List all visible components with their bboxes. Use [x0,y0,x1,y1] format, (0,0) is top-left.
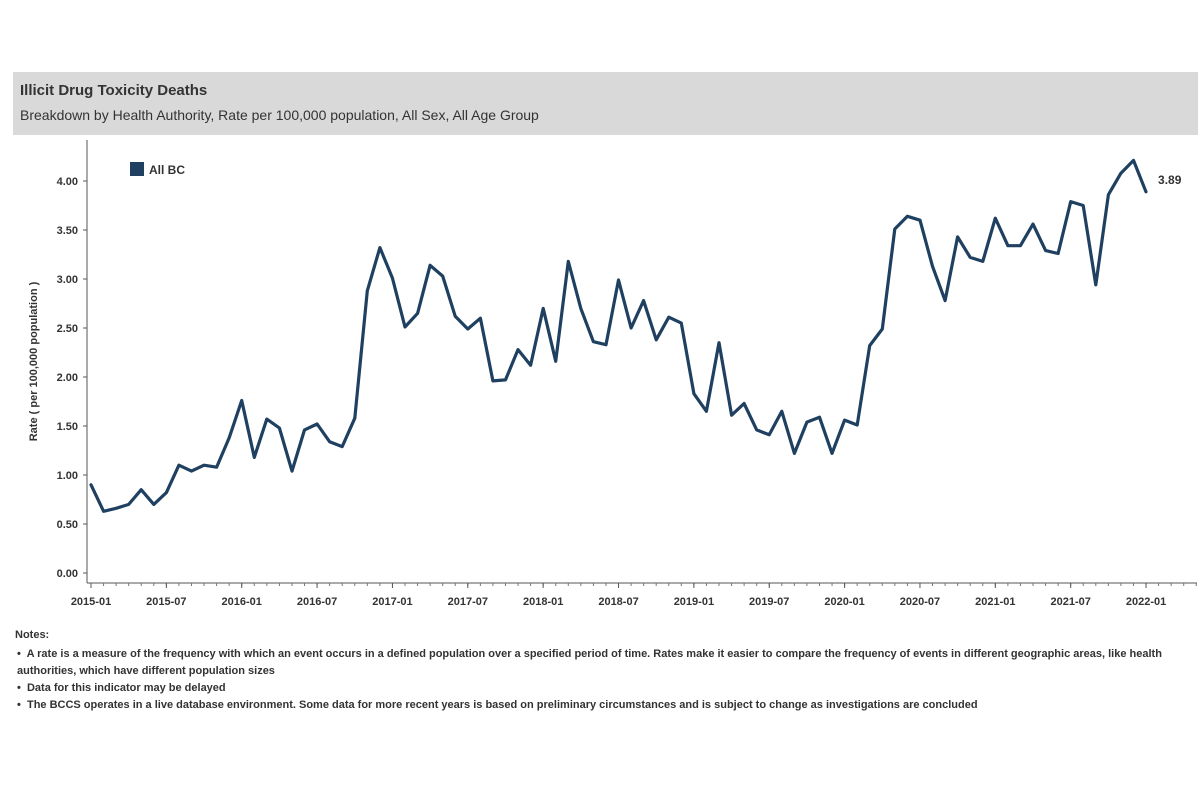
legend: All BC [130,162,185,177]
chart-subtitle: Breakdown by Health Authority, Rate per … [20,107,539,123]
x-tick-label: 2020-07 [900,596,940,608]
y-tick-label: 2.00 [57,372,78,384]
x-tick-label: 2020-01 [824,596,864,608]
end-value-label: 3.89 [1158,173,1182,187]
x-tick-label: 2018-07 [598,596,638,608]
y-axis-label: Rate ( per 100,000 population ) [28,281,40,441]
note-text-3: The BCCS operates in a live database env… [26,699,978,711]
y-tick-label: 2.50 [57,323,78,335]
legend-swatch [130,162,144,176]
x-tick-label: 2022-01 [1126,596,1166,608]
y-tick-label: 3.50 [57,225,78,237]
note-text-1: A rate is a measure of the frequency wit… [17,648,1162,677]
notes-heading: Notes: [15,629,50,641]
note-text-2: Data for this indicator may be delayed [26,682,226,694]
x-tick-label: 2015-07 [146,596,186,608]
x-tick-label: 2017-01 [372,596,412,608]
chart-title: Illicit Drug Toxicity Deaths [20,82,208,99]
chart-header: Illicit Drug Toxicity Deaths Breakdown b… [13,72,1198,135]
note-item-1: • A rate is a measure of the frequency w… [17,648,1162,677]
y-tick-label: 1.00 [57,470,78,482]
x-tick-label: 2019-01 [674,596,714,608]
y-tick-label: 0.00 [57,568,78,580]
x-tick-label: 2021-01 [975,596,1015,608]
y-tick-labels: 0.00 0.50 1.00 1.50 2.00 2.50 3.00 3.50 4.00 Rate… [28,176,87,580]
series-lines [89,158,1148,513]
y-tick-label: 1.50 [57,421,78,433]
x-tick-label: 2016-07 [297,596,337,608]
chart-axes [86,140,1197,584]
notes: Notes: • A rate is a measure of the freq… [15,627,1195,714]
x-tick-label: 2018-01 [523,596,563,608]
y-tick-label: 4.00 [57,176,78,188]
x-tick-label: 2021-07 [1050,596,1090,608]
annotations: 3.89 [1158,173,1182,187]
y-tick-label: 0.50 [57,519,78,531]
x-tick-labels: 2015-01 2015-07 2016-01 2016-07 2017-01 2017-… [71,583,1197,608]
note-item-2: • Data for this indicator may be delayed [17,682,226,694]
x-tick-label: 2017-07 [448,596,488,608]
note-item-3: • The BCCS operates in a live database e… [17,699,978,711]
x-tick-label: 2016-01 [222,596,262,608]
x-tick-label: 2019-07 [749,596,789,608]
series-line-all-bc [89,158,1148,513]
y-tick-label: 3.00 [57,274,78,286]
legend-label: All BC [149,163,185,177]
line-chart: 0.00 0.50 1.00 1.50 2.00 2.50 3.00 3.50 4.00 Rate… [28,140,1197,608]
x-tick-label: 2015-01 [71,596,111,608]
